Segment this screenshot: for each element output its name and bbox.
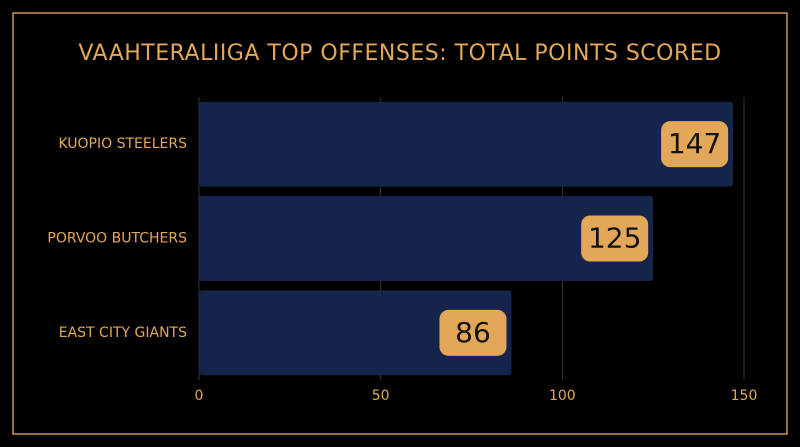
value-label: 86 [455, 316, 491, 349]
bar [199, 196, 654, 281]
value-label: 125 [588, 222, 641, 255]
y-tick-label: PORVOO BUTCHERS [47, 231, 187, 247]
value-label-box [581, 215, 649, 262]
y-tick-label: EAST CITY GIANTS [59, 325, 187, 341]
value-label-box [661, 121, 729, 168]
x-tick-label: 50 [372, 388, 390, 404]
chart-title: VAAHTERALIIGA TOP OFFENSES: TOTAL POINTS… [78, 41, 721, 66]
x-tick-label: 150 [731, 388, 758, 404]
y-tick-label: KUOPIO STEELERS [58, 136, 187, 152]
value-label-box [439, 309, 507, 356]
x-tick-label: 0 [195, 388, 204, 404]
frame [12, 12, 788, 435]
x-tick-label: 100 [549, 388, 576, 404]
value-label: 147 [668, 127, 721, 160]
bar [199, 290, 512, 376]
bar [199, 101, 734, 187]
